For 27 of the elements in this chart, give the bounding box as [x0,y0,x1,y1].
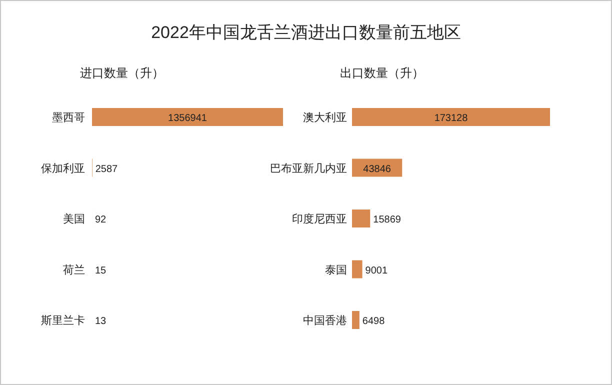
data-label: 15869 [373,214,402,226]
data-label: 15 [95,265,107,276]
data-label: 2587 [95,164,118,175]
bar [352,311,360,329]
data-label: 6498 [362,316,386,327]
y-tick-label: 中国香港 [303,314,347,327]
y-tick-label: 墨西哥 [52,112,85,124]
chart-subtitle: 出口数量（升） [340,66,424,80]
y-tick-label: 印度尼西亚 [292,212,347,226]
y-tick-label: 斯里兰卡 [41,314,85,327]
y-tick-label: 保加利亚 [41,162,85,175]
y-tick-label: 泰国 [325,264,347,276]
data-label: 1356941 [168,113,208,124]
bar [352,108,550,126]
data-label: 13 [95,316,107,327]
data-label: 43846 [363,164,392,175]
bar [352,210,370,228]
bar [352,260,362,278]
data-label: 173128 [434,113,468,124]
data-label: 92 [95,214,107,226]
chart-title: 2022年中国龙舌兰酒进出口数量前五地区 [151,23,461,42]
y-tick-label: 澳大利亚 [303,111,347,124]
data-label: 9001 [365,265,388,276]
y-tick-label: 美国 [63,212,85,226]
chart-subtitle: 进口数量（升） [80,66,164,80]
y-tick-label: 荷兰 [63,263,85,276]
y-tick-label: 巴布亚新几内亚 [270,162,347,175]
